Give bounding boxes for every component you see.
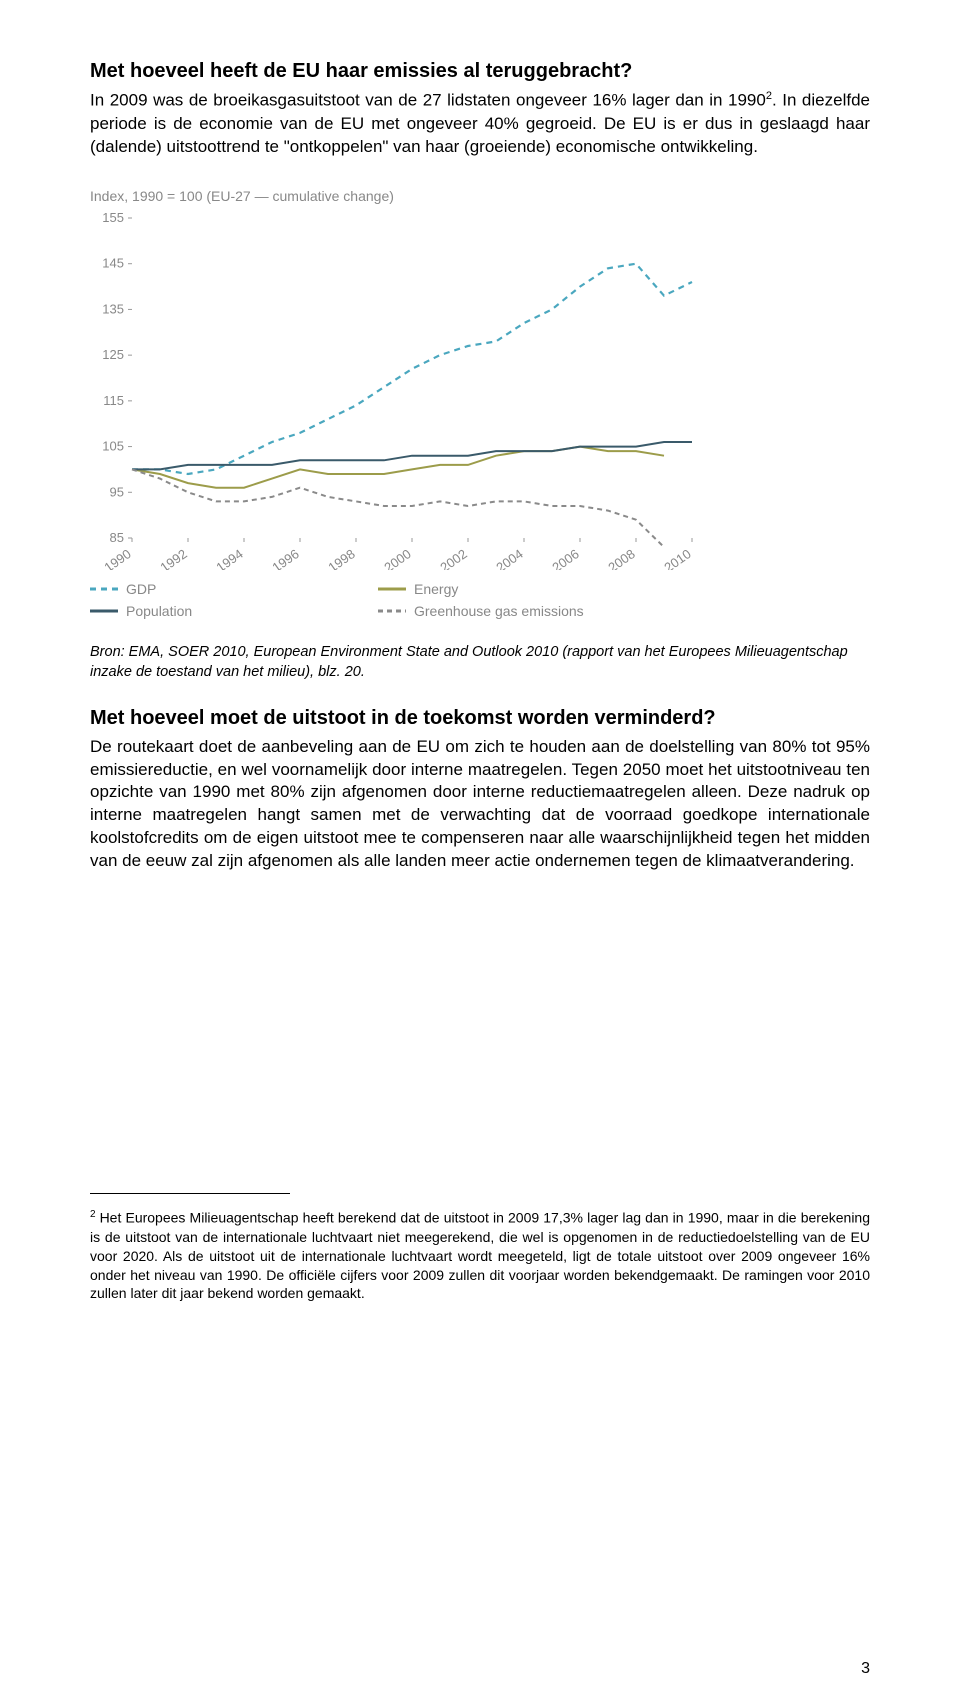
svg-text:115: 115 xyxy=(103,393,124,408)
chart-container: Index, 1990 = 100 (EU-27 — cumulative ch… xyxy=(90,188,870,619)
legend-label: GDP xyxy=(126,581,156,597)
svg-text:1996: 1996 xyxy=(269,547,301,571)
chart-legend: GDP Energy Population Greenhouse gas emissi… xyxy=(90,581,870,619)
footnote-number: 2 xyxy=(90,1209,96,1220)
svg-text:145: 145 xyxy=(102,256,124,271)
legend-swatch xyxy=(378,608,406,614)
legend-swatch xyxy=(90,608,118,614)
svg-text:95: 95 xyxy=(110,485,124,500)
legend-item: GDP xyxy=(90,581,350,597)
svg-text:2000: 2000 xyxy=(381,547,413,571)
svg-text:125: 125 xyxy=(102,348,124,363)
svg-text:1990: 1990 xyxy=(101,547,133,571)
para1-text-a: In 2009 was de broeikasgasuitstoot van d… xyxy=(90,91,766,110)
svg-text:2010: 2010 xyxy=(661,547,693,571)
legend-label: Greenhouse gas emissions xyxy=(414,603,584,619)
legend-item: Greenhouse gas emissions xyxy=(378,603,638,619)
svg-text:2002: 2002 xyxy=(437,547,469,571)
legend-item: Population xyxy=(90,603,350,619)
chart-area: 85 95 105 115 125 135 145 155 1990 1992 1994 1996 19… xyxy=(90,210,870,575)
page: Met hoeveel heeft de EU haar emissies al… xyxy=(0,0,960,1708)
line-chart: 85 95 105 115 125 135 145 155 1990 1992 1994 1996 19… xyxy=(90,210,700,570)
chart-title: Index, 1990 = 100 (EU-27 — cumulative ch… xyxy=(90,188,870,204)
svg-text:85: 85 xyxy=(110,530,124,545)
chart-source: Bron: EMA, SOER 2010, European Environme… xyxy=(90,643,870,682)
legend-item: Energy xyxy=(378,581,638,597)
legend-label: Energy xyxy=(414,581,458,597)
svg-text:105: 105 xyxy=(102,439,124,454)
svg-text:1998: 1998 xyxy=(325,547,357,571)
legend-swatch xyxy=(90,586,118,592)
heading-future-reduction: Met hoeveel moet de uitstoot in de toeko… xyxy=(90,707,870,730)
footnote-separator xyxy=(90,1193,290,1194)
legend-label: Population xyxy=(126,603,192,619)
footnote-2: 2Het Europees Milieuagentschap heeft ber… xyxy=(90,1208,870,1303)
paragraph-1: In 2009 was de broeikasgasuitstoot van d… xyxy=(90,89,870,158)
svg-text:1992: 1992 xyxy=(157,547,189,571)
svg-text:2006: 2006 xyxy=(549,547,581,571)
svg-text:135: 135 xyxy=(102,302,124,317)
paragraph-2: De routekaart doet de aanbeveling aan de… xyxy=(90,736,870,874)
footnote-text: Het Europees Milieuagentschap heeft bere… xyxy=(90,1210,870,1302)
legend-swatch xyxy=(378,586,406,592)
heading-emissions-reduced: Met hoeveel heeft de EU haar emissies al… xyxy=(90,60,870,83)
svg-text:2004: 2004 xyxy=(493,547,525,571)
svg-text:2008: 2008 xyxy=(605,547,637,571)
svg-text:1994: 1994 xyxy=(213,547,245,571)
svg-text:155: 155 xyxy=(102,210,124,225)
page-number: 3 xyxy=(861,1660,870,1678)
